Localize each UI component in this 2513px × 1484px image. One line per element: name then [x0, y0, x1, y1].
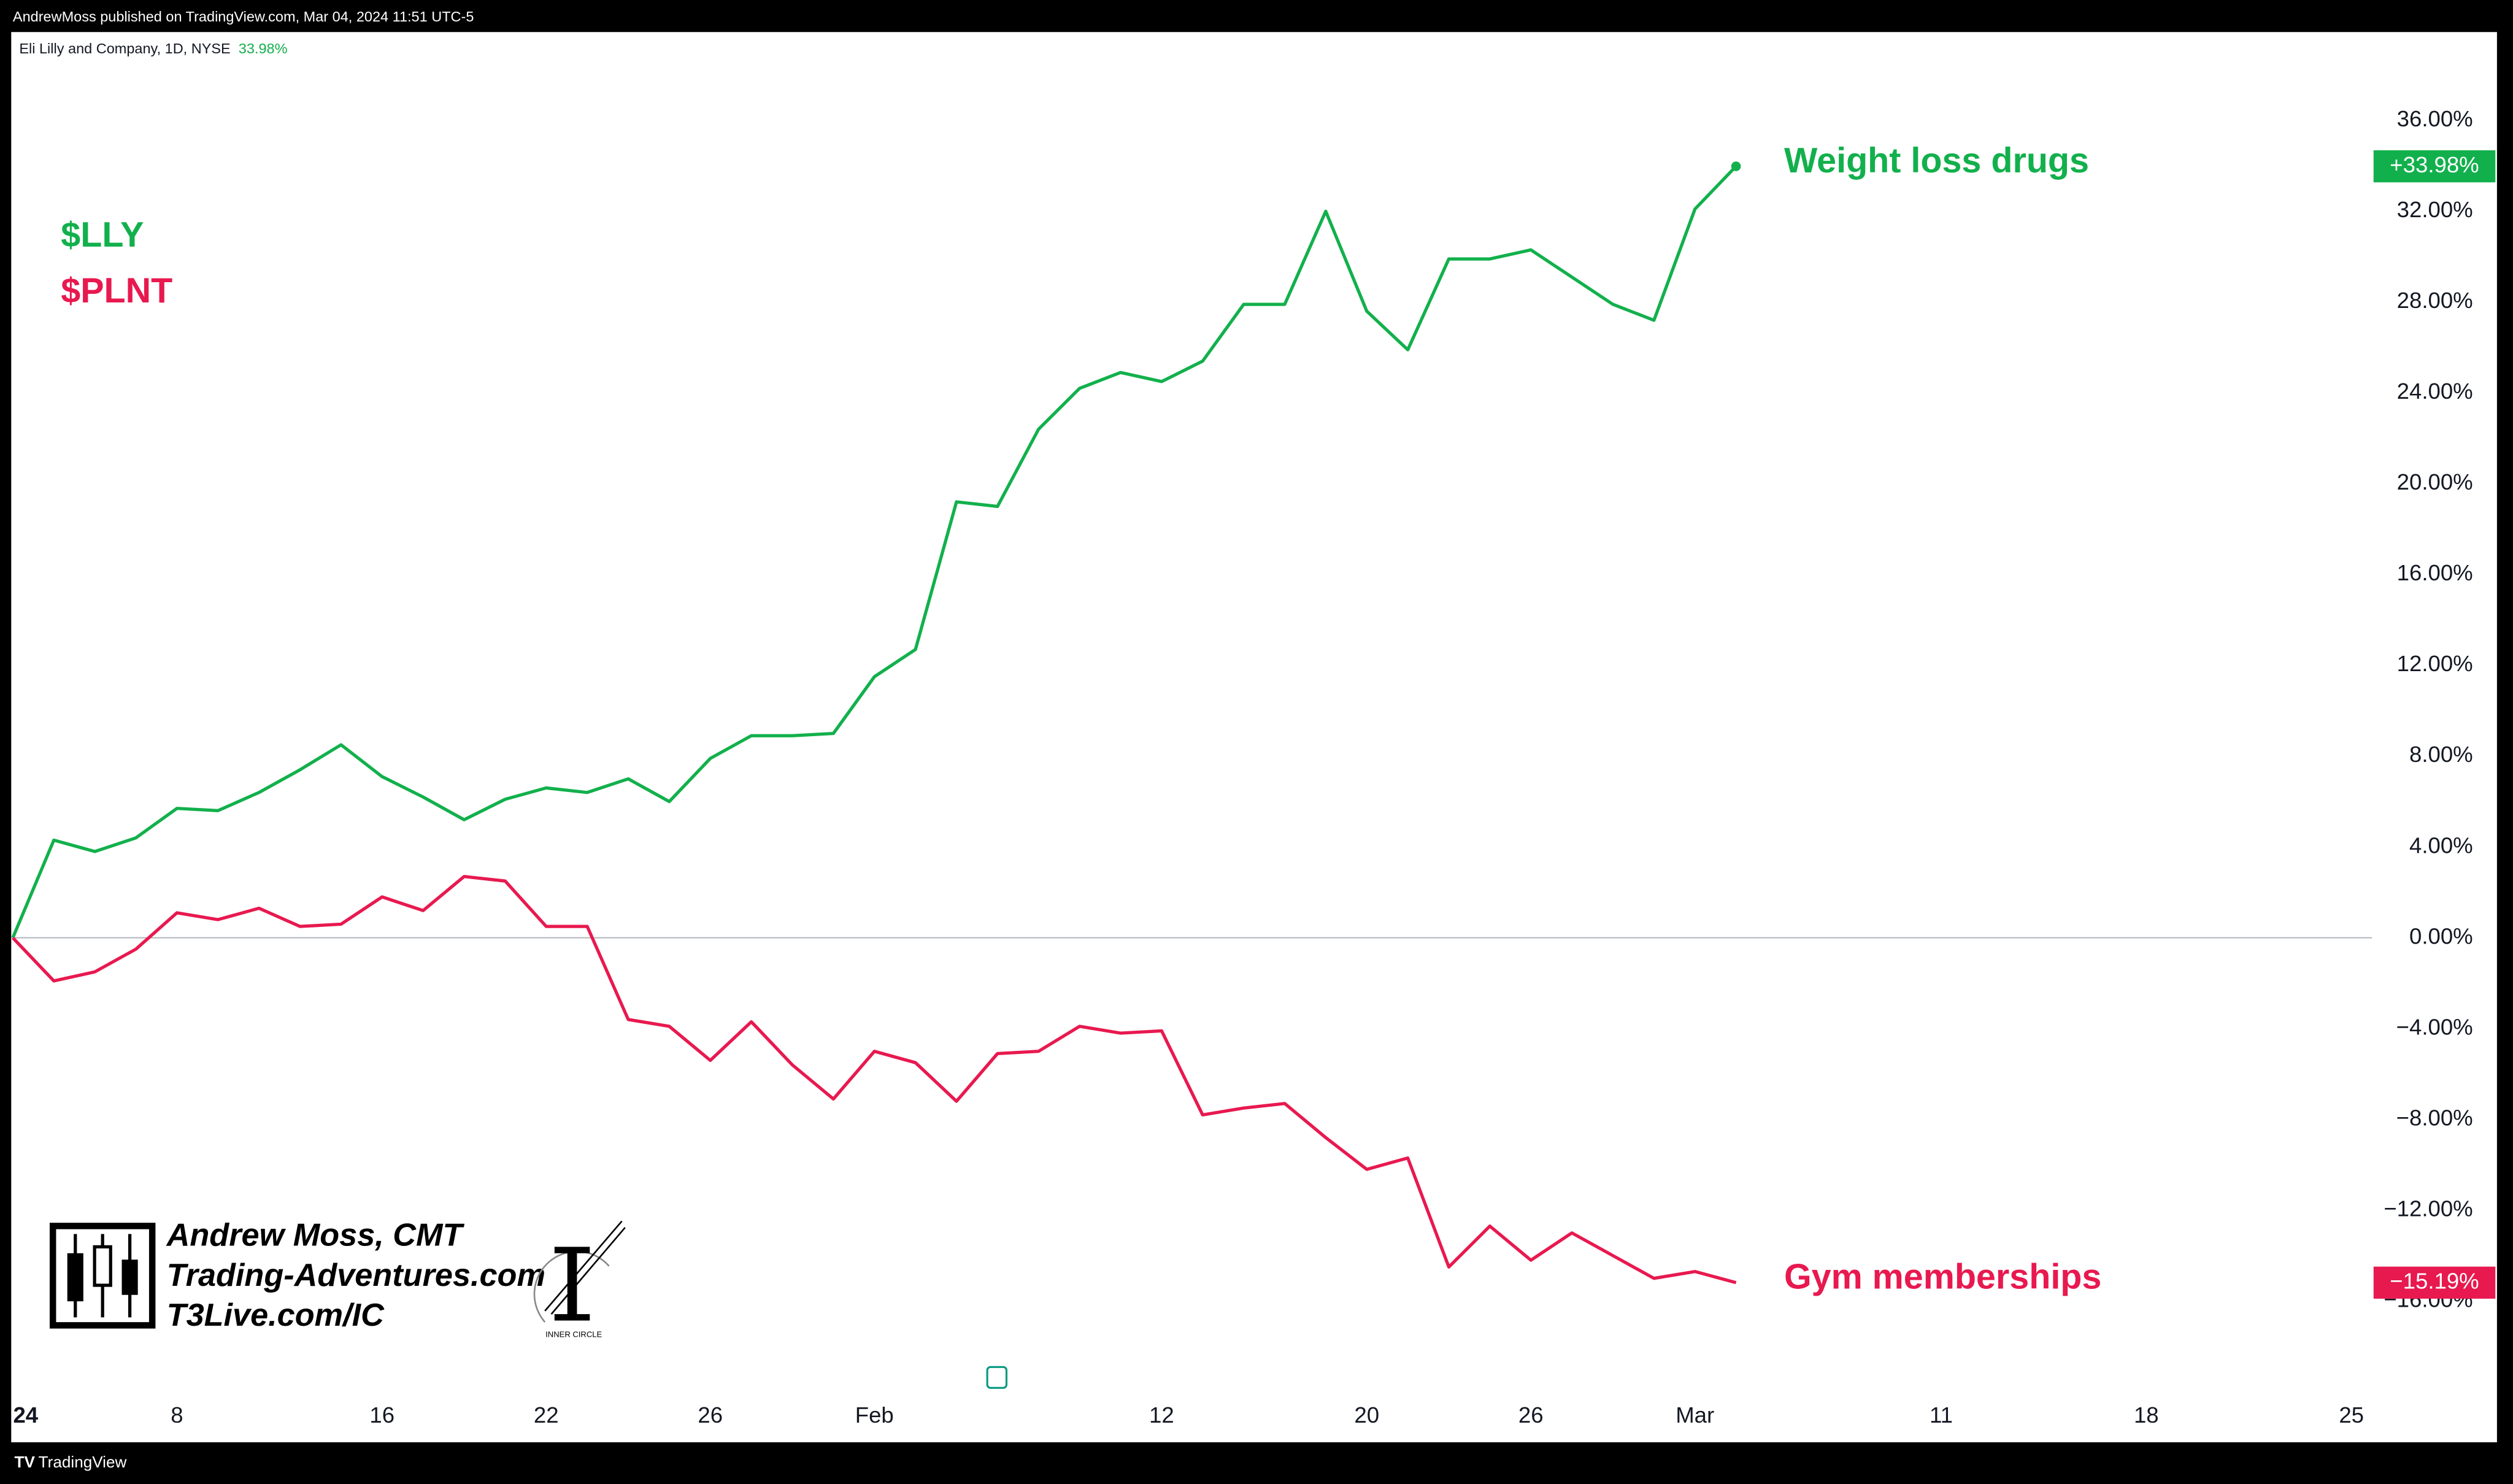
watermark-text: Trading-Adventures.com [167, 1258, 545, 1293]
y-tick-label: 4.00% [2409, 832, 2473, 858]
x-tick-label: 20 [1354, 1402, 1379, 1428]
last-value-box [2373, 150, 2496, 183]
x-tick-label: 18 [2134, 1402, 2159, 1428]
watermark-text: T3Live.com/IC [167, 1298, 385, 1333]
chart-background [11, 32, 2497, 1443]
annotation: Weight loss drugs [1784, 141, 2089, 180]
footer-logo: TV [15, 1453, 36, 1471]
x-tick-label: Mar [1676, 1402, 1714, 1428]
x-tick-label: 25 [2339, 1402, 2364, 1428]
series-line [12, 875, 1737, 1285]
symbol-title: Eli Lilly and Company, 1D, NYSE [19, 40, 230, 56]
legend-entry: $PLNT [61, 271, 172, 310]
legend-entry: $LLY [61, 215, 144, 255]
x-tick-label: 12 [1149, 1402, 1174, 1428]
last-value-label: +33.98% [2390, 152, 2479, 177]
symbol-change: 33.98% [239, 40, 288, 56]
watermark-text: Andrew Moss, CMT [166, 1218, 465, 1253]
y-tick-label: 28.00% [2397, 288, 2473, 313]
x-tick-label: Feb [855, 1402, 894, 1428]
inner-circle-logo [533, 1220, 626, 1323]
last-value-box [2373, 1266, 2496, 1299]
x-tick-label: 26 [1518, 1402, 1544, 1428]
watermark-logo [49, 1223, 156, 1329]
footer-bar [0, 1442, 2513, 1484]
y-tick-label: −12.00% [2384, 1196, 2473, 1221]
publisher-line: AndrewMoss published on TradingView.com,… [13, 9, 474, 25]
y-tick-label: 24.00% [2397, 379, 2473, 404]
x-tick-label: 16 [369, 1402, 394, 1428]
x-tick-label: 11 [1930, 1402, 1953, 1428]
y-tick-label: 12.00% [2397, 651, 2473, 676]
x-tick-label: 24 [13, 1402, 38, 1428]
annotation: Gym memberships [1784, 1258, 2101, 1297]
x-tick-label: 8 [171, 1402, 183, 1428]
series-line [11, 165, 1738, 939]
y-tick-label: 8.00% [2409, 742, 2473, 767]
last-point [1731, 161, 1741, 171]
badge-text: INNER CIRCLE [545, 1330, 602, 1339]
y-tick-label: 16.00% [2397, 560, 2473, 585]
last-value-label: −15.19% [2390, 1268, 2479, 1293]
y-tick-label: −8.00% [2396, 1105, 2473, 1130]
y-tick-label: 36.00% [2397, 106, 2473, 131]
y-tick-label: 20.00% [2397, 469, 2473, 494]
footer-text: TradingView [39, 1453, 127, 1471]
y-tick-label: 32.00% [2397, 197, 2473, 222]
y-tick-label: 0.00% [2409, 923, 2473, 948]
y-tick-label: −4.00% [2396, 1014, 2473, 1039]
x-tick-label: 26 [698, 1402, 723, 1428]
earnings-icon [986, 1366, 1008, 1389]
x-tick-label: 22 [534, 1402, 559, 1428]
